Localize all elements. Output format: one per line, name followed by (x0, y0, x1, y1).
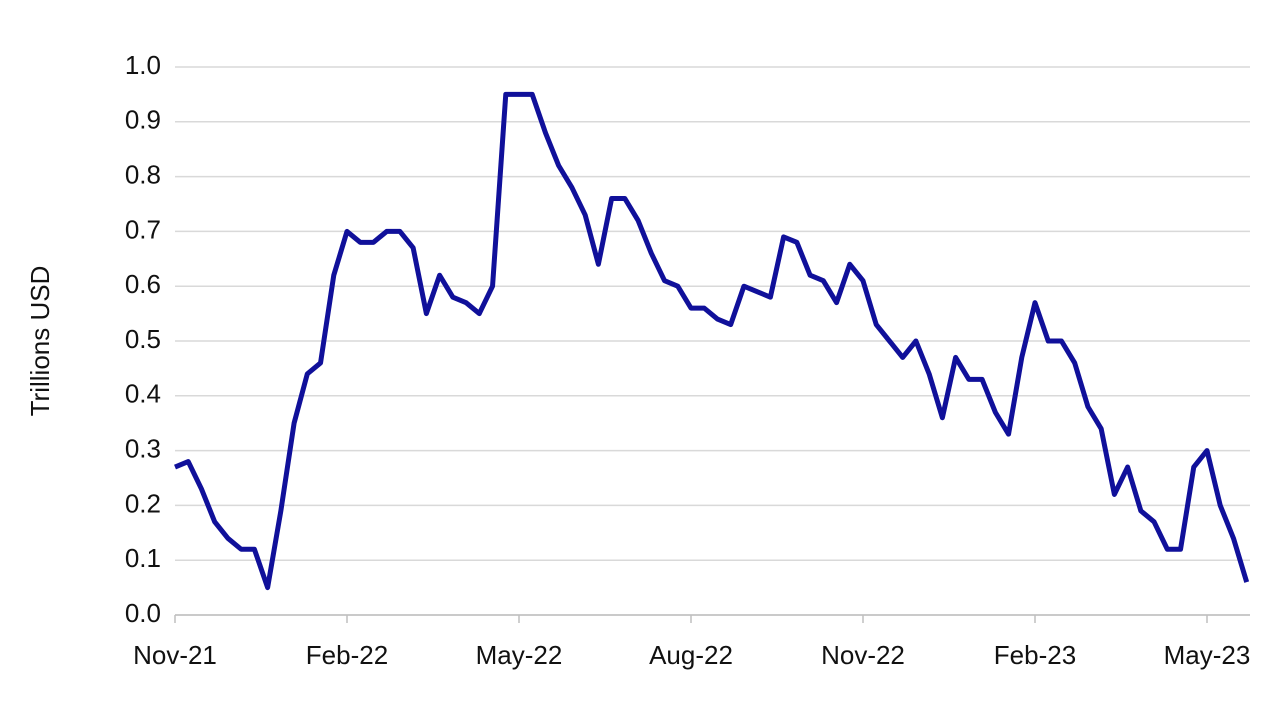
y-tick-label: 1.0 (125, 50, 161, 80)
y-tick-label: 0.3 (125, 433, 161, 463)
y-tick-label: 0.2 (125, 488, 161, 518)
x-tick-label: Nov-22 (821, 640, 905, 670)
y-tick-label: 0.1 (125, 543, 161, 573)
x-tick-label: May-22 (476, 640, 563, 670)
x-tick-label: Feb-22 (306, 640, 388, 670)
y-tick-label: 0.9 (125, 105, 161, 135)
y-tick-label: 0.0 (125, 598, 161, 628)
y-tick-label: 0.8 (125, 159, 161, 189)
x-tick-label: May-23 (1164, 640, 1251, 670)
x-tick-label: Feb-23 (994, 640, 1076, 670)
line-series (174, 91, 1250, 591)
y-tick-label: 0.5 (125, 324, 161, 354)
y-tick-label: 0.7 (125, 214, 161, 244)
y-axis-label: Trillions USD (25, 266, 55, 417)
y-tick-label: 0.6 (125, 269, 161, 299)
y-tick-label: 0.4 (125, 379, 161, 409)
x-tick-label: Nov-21 (133, 640, 217, 670)
x-tick-label: Aug-22 (649, 640, 733, 670)
